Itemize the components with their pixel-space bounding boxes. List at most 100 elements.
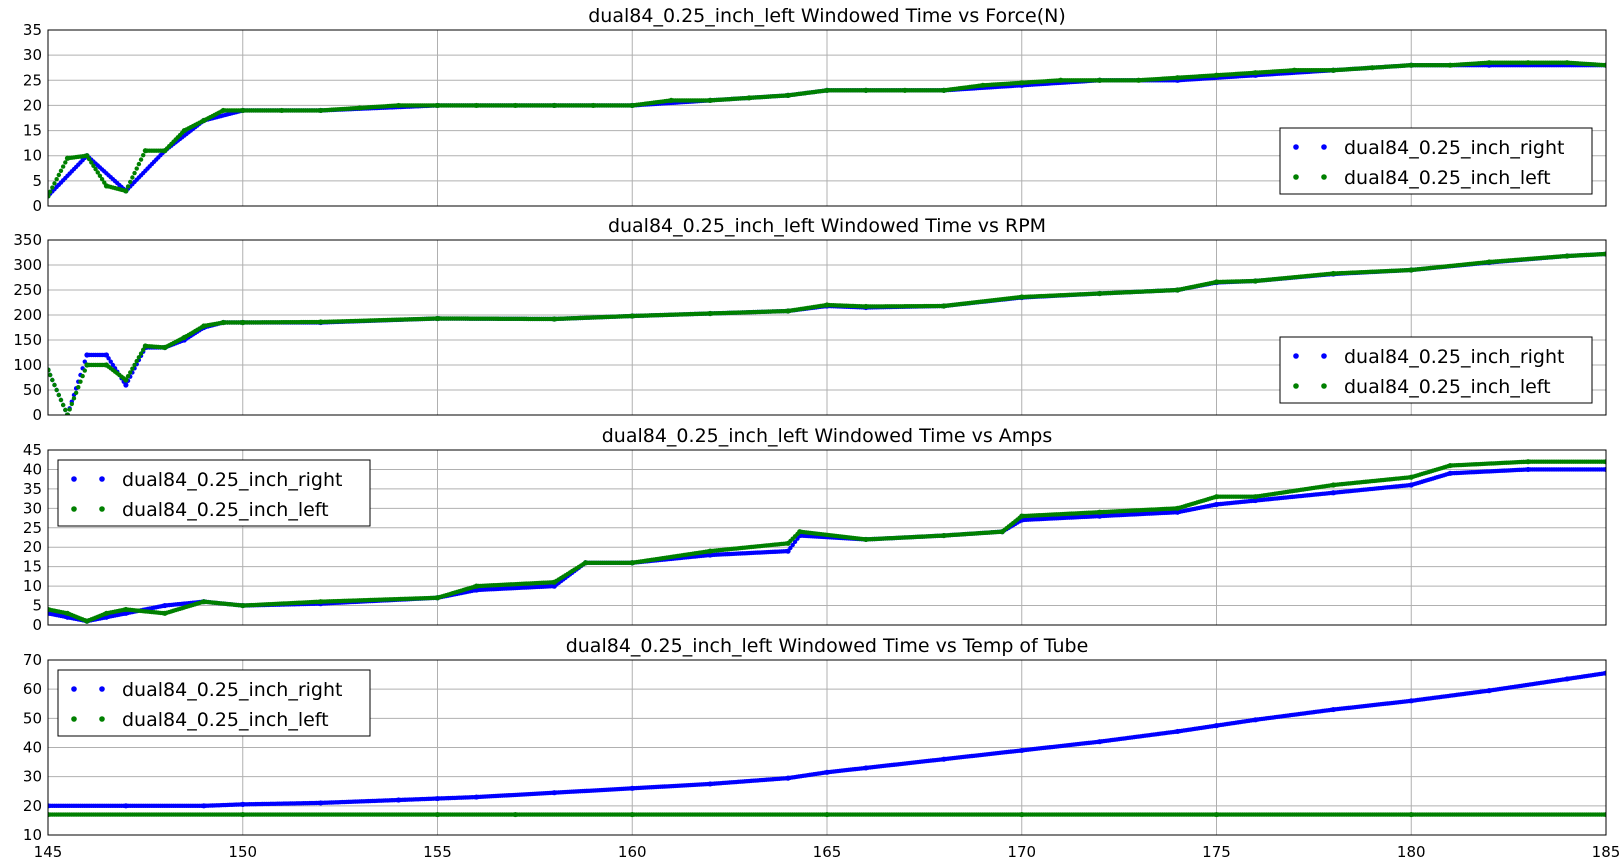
y-tick-label: 0 xyxy=(32,197,42,215)
legend-marker xyxy=(99,476,105,482)
data-point xyxy=(103,352,110,358)
y-tick-label: 60 xyxy=(23,680,42,698)
legend-marker xyxy=(1321,353,1327,359)
x-tick-label: 160 xyxy=(618,843,647,861)
y-tick-label: 10 xyxy=(23,147,42,165)
data-point xyxy=(76,385,81,390)
data-point xyxy=(141,347,146,352)
plot-frame xyxy=(47,239,1607,416)
chart-title: dual84_0.25_inch_left Windowed Time vs R… xyxy=(608,215,1046,237)
x-tick-label: 150 xyxy=(228,843,257,861)
y-tick-label: 150 xyxy=(13,331,42,349)
data-point xyxy=(48,193,51,199)
legend: dual84_0.25_inch_right dual84_0.25_inch_l… xyxy=(57,459,371,527)
data-point xyxy=(93,166,98,172)
y-tick-label: 0 xyxy=(32,406,42,424)
data-point xyxy=(128,370,133,375)
legend-marker xyxy=(1321,144,1327,150)
data-point xyxy=(110,362,116,368)
y-tick-label: 10 xyxy=(23,577,42,595)
y-tick-label: 100 xyxy=(13,356,42,374)
data-point xyxy=(132,170,137,176)
data-point xyxy=(56,172,62,178)
series-right xyxy=(48,670,1606,809)
y-tick-label: 50 xyxy=(23,381,42,399)
y-tick-label: 35 xyxy=(23,480,42,498)
data-point xyxy=(89,160,94,165)
data-point xyxy=(48,372,53,378)
legend: dual84_0.25_inch_rightdual84_0.25_inch_l… xyxy=(1279,336,1593,404)
data-point xyxy=(141,152,146,158)
data-point xyxy=(792,539,798,544)
x-tick-label: 175 xyxy=(1202,843,1231,861)
data-point xyxy=(52,181,57,186)
data-point xyxy=(58,168,64,173)
data-point xyxy=(123,382,129,388)
data-point xyxy=(56,392,62,398)
legend-box xyxy=(1279,336,1593,404)
data-point xyxy=(86,156,92,162)
y-tick-label: 40 xyxy=(23,739,42,757)
x-tick-label: 185 xyxy=(1592,843,1621,861)
data-point xyxy=(125,184,131,189)
data-point xyxy=(134,358,139,364)
y-tick-label: 15 xyxy=(23,122,42,140)
data-point xyxy=(58,397,64,403)
y-tick-label: 25 xyxy=(23,519,42,537)
data-point xyxy=(790,542,795,548)
series-left xyxy=(48,251,1606,415)
legend-marker xyxy=(1293,144,1299,150)
data-point xyxy=(123,377,129,383)
data-point xyxy=(60,402,66,408)
data-point xyxy=(63,160,68,165)
chart-panel-4: dual84_0.25_inch_left Windowed Time vs T… xyxy=(23,635,1620,861)
legend-marker xyxy=(1293,353,1299,359)
x-tick-label: 170 xyxy=(1007,843,1036,861)
y-tick-label: 25 xyxy=(23,71,42,89)
plot-frame xyxy=(47,29,1607,207)
chart-title: dual84_0.25_inch_left Windowed Time vs F… xyxy=(588,5,1066,27)
data-point xyxy=(1603,466,1606,473)
data-point xyxy=(136,355,142,360)
data-point xyxy=(106,356,111,361)
y-tick-label: 70 xyxy=(23,651,42,669)
data-point xyxy=(1603,251,1606,257)
plot-frame xyxy=(47,449,1607,626)
legend-label: dual84_0.25_inch_left xyxy=(1344,376,1551,398)
data-point xyxy=(64,412,71,415)
chart-panel-2: dual84_0.25_inch_left Windowed Time vs R… xyxy=(13,215,1607,424)
data-point xyxy=(69,401,75,407)
data-point xyxy=(82,368,87,373)
data-point xyxy=(130,366,135,371)
legend-marker xyxy=(1321,383,1327,389)
legend-label: dual84_0.25_inch_right xyxy=(122,469,342,491)
data-point xyxy=(125,374,131,379)
legend-marker xyxy=(1321,174,1327,180)
legend-label: dual84_0.25_inch_right xyxy=(1344,137,1564,159)
legend-marker xyxy=(71,476,77,482)
legend-box xyxy=(1279,127,1593,195)
chart-panel-3: dual84_0.25_inch_left Windowed Time vs A… xyxy=(23,425,1607,634)
data-point xyxy=(788,545,793,551)
y-tick-label: 0 xyxy=(32,616,42,634)
x-tick-label: 180 xyxy=(1397,843,1426,861)
data-point xyxy=(1603,62,1606,68)
y-tick-label: 10 xyxy=(23,826,42,844)
y-tick-label: 350 xyxy=(13,231,42,249)
data-point xyxy=(63,407,68,413)
data-point xyxy=(67,407,72,412)
data-point xyxy=(138,157,144,162)
data-point xyxy=(71,396,77,401)
data-point xyxy=(128,179,133,185)
y-tick-label: 15 xyxy=(23,558,42,576)
chart-panel-1: dual84_0.25_inch_left Windowed Time vs F… xyxy=(23,5,1607,215)
data-point xyxy=(54,387,59,393)
data-point xyxy=(52,382,57,388)
data-point xyxy=(99,176,105,182)
data-point xyxy=(54,176,59,182)
legend-label: dual84_0.25_inch_left xyxy=(122,499,329,521)
y-tick-label: 5 xyxy=(32,172,42,190)
data-point xyxy=(108,359,113,364)
data-point xyxy=(80,373,85,379)
